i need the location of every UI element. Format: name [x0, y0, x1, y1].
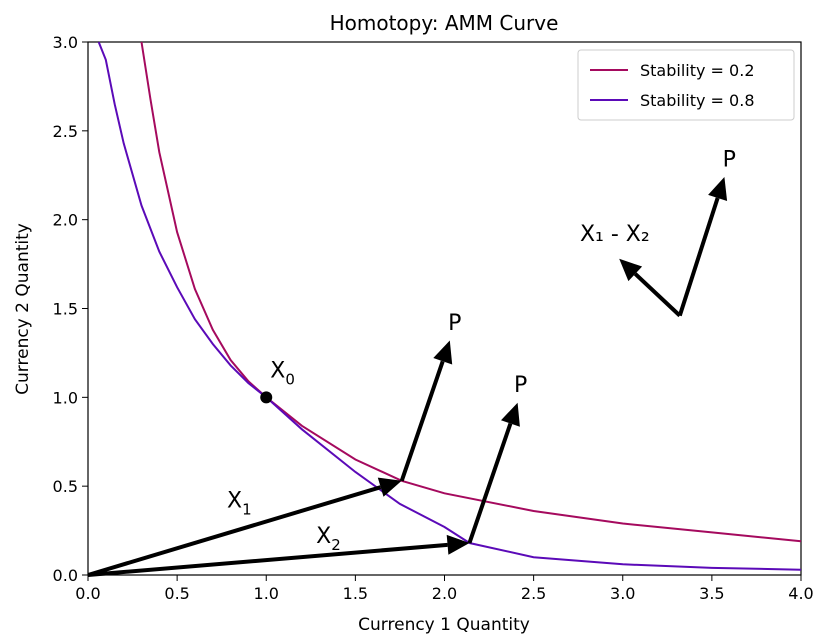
- legend-label-0: Stability = 0.2: [640, 61, 755, 80]
- arrow-label-subscript: 2: [331, 536, 341, 554]
- arrow-head: [619, 258, 643, 282]
- x-tick-label: 0.0: [75, 584, 100, 603]
- arrow-label: X2: [316, 524, 341, 554]
- points: X0: [260, 358, 295, 404]
- y-tick-label: 1.0: [53, 388, 78, 407]
- x-tick-label: 2.5: [521, 584, 546, 603]
- arrow-head: [501, 402, 520, 427]
- arrow-label-text: P: [514, 373, 527, 398]
- chart-title: Homotopy: AMM Curve: [330, 11, 559, 35]
- arrow-label-text: X₁ - X₂: [580, 222, 650, 247]
- legend: Stability = 0.2 Stability = 0.8: [577, 49, 795, 121]
- x-axis: 0.0 0.5 1.0 1.5 2.0 2.5 3.0 3.5 4.0: [75, 575, 814, 603]
- arrow-shaft: [467, 422, 513, 544]
- x-tick-label: 3.5: [699, 584, 724, 603]
- arrow-label: X₁ - X₂: [580, 222, 650, 247]
- arrow-shaft: [677, 197, 720, 317]
- arrow-label: X1: [227, 488, 252, 518]
- x-tick-label: 2.0: [432, 584, 457, 603]
- arrow-label: P: [723, 147, 736, 172]
- plot-frame: [87, 41, 802, 576]
- x-tick-label: 4.0: [788, 584, 813, 603]
- x-axis-title: Currency 1 Quantity: [358, 615, 530, 635]
- curves: [97, 41, 802, 571]
- y-tick-label: 2.5: [53, 122, 78, 141]
- series-line-1: [97, 41, 802, 571]
- arrow-label-text: P: [448, 311, 461, 336]
- arrow-head: [377, 477, 402, 497]
- arrow-shaft: [87, 485, 382, 577]
- arrow-label-text: X: [316, 524, 331, 549]
- arrow-shaft: [633, 272, 682, 318]
- x-tick-label: 1.5: [343, 584, 368, 603]
- arrow-label-text: P: [723, 147, 736, 172]
- point-label: X0: [270, 358, 295, 388]
- y-tick-label: 2.0: [53, 211, 78, 230]
- y-tick-label: 0.0: [53, 566, 78, 585]
- y-tick-label: 0.5: [53, 477, 78, 496]
- legend-label-1: Stability = 0.8: [640, 91, 755, 110]
- arrow-shaft: [399, 360, 445, 482]
- arrow-label: P: [448, 311, 461, 336]
- point-label-subscript: 0: [285, 370, 295, 388]
- arrow-head: [446, 534, 470, 555]
- arrow-label: P: [514, 373, 527, 398]
- y-tick-label: 1.5: [53, 300, 78, 319]
- y-axis-title: Currency 2 Quantity: [13, 223, 33, 395]
- arrow-head: [708, 177, 728, 201]
- x-tick-label: 0.5: [164, 584, 189, 603]
- y-tick-label: 3.0: [53, 33, 78, 52]
- legend-box: [577, 49, 795, 121]
- y-axis: 0.0 0.5 1.0 1.5 2.0 2.5 3.0: [53, 33, 88, 585]
- arrow-head: [433, 340, 453, 365]
- point-label-text: X: [270, 358, 285, 383]
- x-tick-label: 3.0: [610, 584, 635, 603]
- x-tick-label: 1.0: [254, 584, 279, 603]
- arrow-label-subscript: 1: [242, 500, 252, 518]
- arrow-label-text: X: [227, 488, 242, 513]
- point-marker: [260, 391, 273, 404]
- arrow-shaft: [87, 542, 448, 577]
